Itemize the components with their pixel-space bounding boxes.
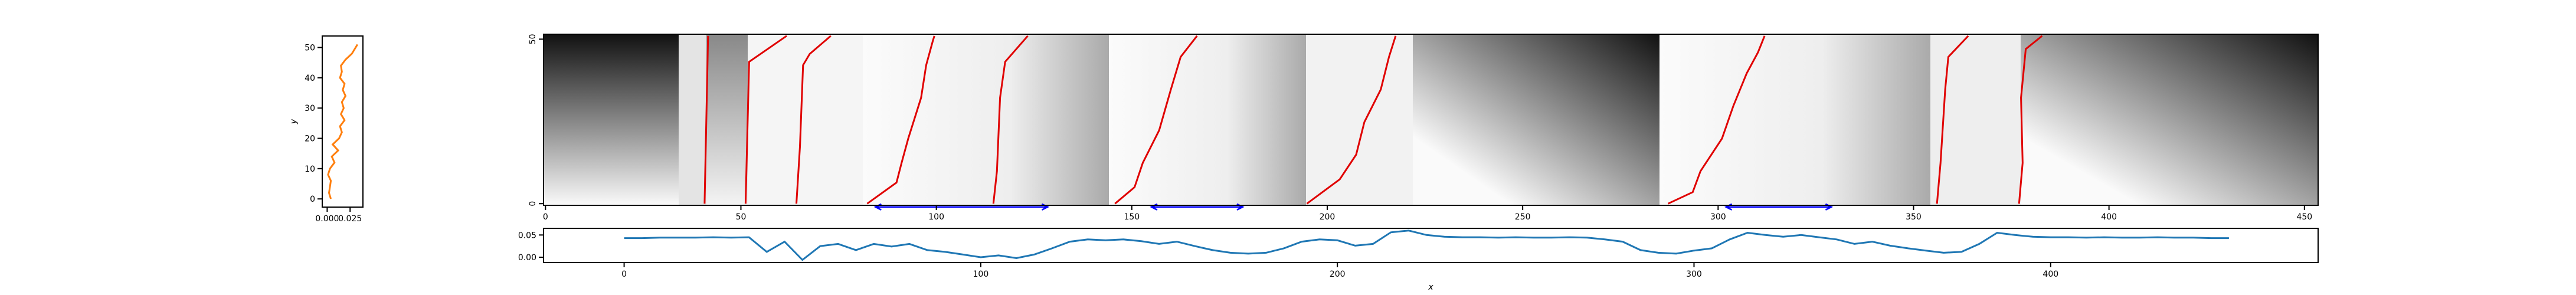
boundary-line (1667, 35, 1766, 205)
y-tick-label: 10 (305, 165, 315, 174)
boundary-line (992, 35, 1029, 204)
y-tick-label: 50 (528, 34, 538, 44)
data-line (624, 230, 2229, 261)
x-tick-label: 0 (543, 212, 548, 222)
x-tick-label: 300 (1710, 212, 1726, 222)
axes-frame (322, 35, 364, 208)
x-tick-label: 450 (2296, 212, 2312, 222)
y-tick-label: 20 (305, 134, 315, 143)
x-tick-label: 300 (1686, 270, 1702, 279)
y-axis-label: y (289, 119, 299, 124)
boundary-line (796, 35, 832, 204)
boundary-line (1936, 35, 1969, 204)
x-tick-label: 200 (1320, 212, 1336, 222)
boundary-line (2018, 35, 2043, 204)
boundary-line (744, 35, 787, 204)
x-tick-label: 150 (1124, 212, 1140, 222)
x-tick-label: 100 (928, 212, 944, 222)
boundary-line (1306, 35, 1397, 205)
boundary-line (866, 35, 935, 205)
heatmap-image (544, 34, 2318, 205)
x-tick-label: 250 (1515, 212, 1531, 222)
axes-frame (543, 34, 2319, 206)
y-tick-label: 40 (305, 74, 315, 83)
x-tick-label: 50 (736, 212, 747, 222)
x-tick-label: 0.000 (315, 214, 339, 224)
x-tick-label: 350 (1906, 212, 1922, 222)
boundary-line (703, 35, 709, 204)
x-axis-label: x (1428, 283, 1433, 292)
y-tick-label: 0.00 (518, 253, 536, 263)
y-tick-label: 0 (310, 195, 315, 204)
axes-frame (543, 228, 2319, 263)
x-tick-label: 400 (2043, 270, 2058, 279)
y-tick-label: 0.05 (518, 231, 536, 240)
x-tick-label: 100 (973, 270, 989, 279)
y-tick-label: 50 (305, 44, 315, 53)
x-tick-label: 0.025 (338, 214, 362, 224)
y-tick-label: 30 (305, 104, 315, 113)
boundary-line (1114, 35, 1198, 205)
x-tick-label: 400 (2101, 212, 2117, 222)
data-line (327, 44, 358, 199)
x-tick-label: 200 (1330, 270, 1346, 279)
x-tick-label: 0 (621, 270, 627, 279)
y-tick-label: 0 (528, 201, 538, 206)
